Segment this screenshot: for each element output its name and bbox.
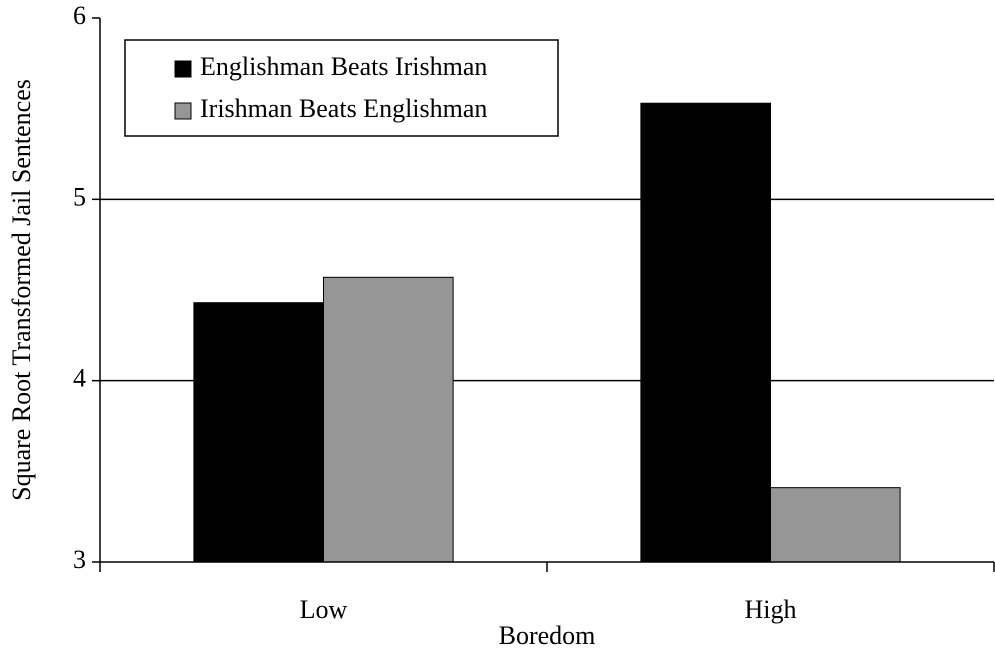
y-tick-label: 5 [73, 182, 86, 211]
legend-swatch [174, 60, 192, 78]
y-tick-label: 3 [73, 545, 86, 574]
legend-box [124, 39, 559, 137]
y-axis-label: Square Root Transformed Jail Sentences [7, 79, 36, 501]
x-tick-label: High [745, 595, 797, 624]
bar [770, 487, 901, 563]
bar [640, 102, 771, 563]
legend-label: Englishman Beats Irishman [200, 52, 487, 81]
x-axis-label: Boredom [499, 621, 596, 650]
y-tick-label: 6 [73, 1, 86, 30]
bar [323, 276, 454, 563]
bar [193, 302, 324, 563]
x-tick-label: Low [300, 595, 348, 624]
legend-label: Irishman Beats Englishman [200, 94, 487, 123]
y-tick-label: 4 [73, 364, 86, 393]
legend-swatch [174, 102, 192, 120]
